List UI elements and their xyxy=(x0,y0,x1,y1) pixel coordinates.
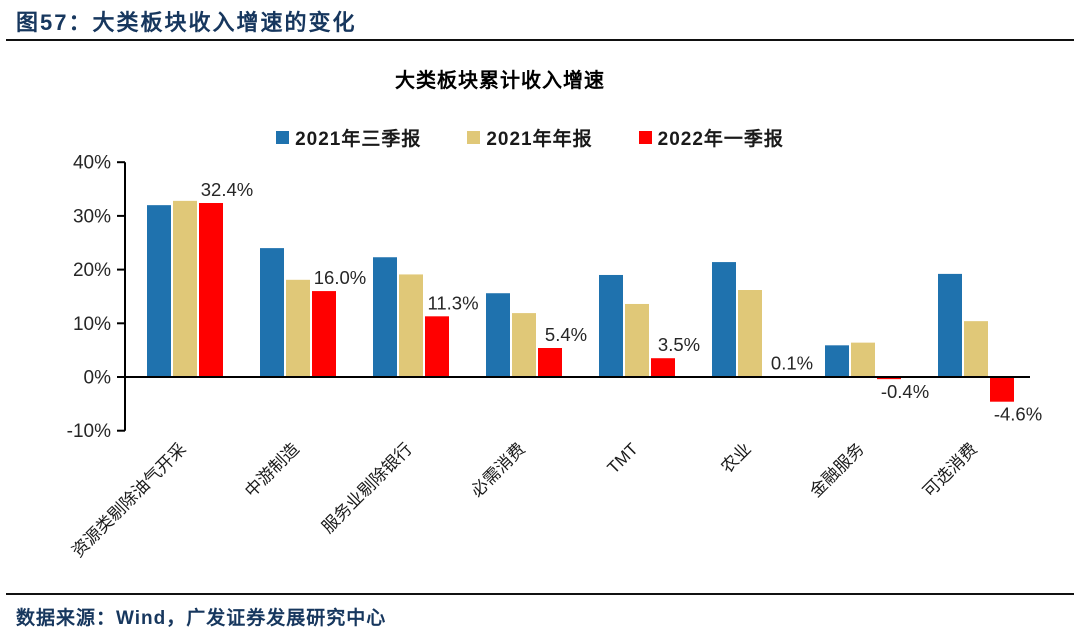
bar-red-3 xyxy=(538,348,562,377)
data-label-5: 0.1% xyxy=(771,352,813,373)
x-category-label-3: 必需消费 xyxy=(467,439,529,501)
bar-red-2 xyxy=(425,316,449,377)
legend-swatch-blue xyxy=(276,131,290,144)
bar-tan-5 xyxy=(738,290,762,377)
bar-red-1 xyxy=(312,291,336,377)
legend-swatch-red xyxy=(638,131,652,144)
x-category-label-6: 金融服务 xyxy=(806,439,868,501)
bar-blue-4 xyxy=(599,274,623,377)
x-category-label-0: 资源类剔除油气开采 xyxy=(68,439,190,561)
bar-blue-3 xyxy=(486,293,510,377)
header-divider xyxy=(6,39,1074,41)
data-label-4: 3.5% xyxy=(658,334,700,355)
data-label-0: 32.4% xyxy=(201,179,253,200)
data-label-2: 11.3% xyxy=(427,292,478,313)
data-label-7: -4.6% xyxy=(994,404,1042,425)
data-label-3: 5.4% xyxy=(545,324,587,345)
data-source-note: 数据来源：Wind，广发证券发展研究中心 xyxy=(16,608,387,629)
bar-blue-5 xyxy=(712,262,736,377)
chart-title: 大类板块累计收入增速 xyxy=(395,70,605,92)
y-tick-label: 10% xyxy=(73,314,111,335)
y-tick-label: 40% xyxy=(73,153,111,174)
legend-label: 2021年三季报 xyxy=(295,129,422,150)
legend-label: 2022年一季报 xyxy=(657,129,784,150)
footer-divider xyxy=(6,593,1074,595)
legend-item-2021annual: 2021年年报 xyxy=(467,124,592,151)
bar-red-4 xyxy=(651,358,675,377)
legend-item-2022q1: 2022年一季报 xyxy=(638,124,784,151)
bar-tan-6 xyxy=(851,342,875,377)
data-label-1: 16.0% xyxy=(314,267,366,288)
y-tick-label: 30% xyxy=(73,206,111,227)
bar-blue-6 xyxy=(825,345,849,377)
bar-tan-7 xyxy=(964,321,988,377)
bar-red-7 xyxy=(990,377,1014,402)
legend-item-2021q3: 2021年三季报 xyxy=(276,124,421,151)
x-category-label-4: TMT xyxy=(604,439,642,477)
bar-tan-0 xyxy=(173,200,197,377)
bar-tan-4 xyxy=(625,303,649,377)
y-tick-label: 20% xyxy=(73,260,111,281)
x-category-label-5: 农业 xyxy=(717,439,754,476)
bar-blue-2 xyxy=(373,257,397,377)
bar-blue-1 xyxy=(260,248,284,377)
bar-tan-1 xyxy=(286,279,310,377)
figure-header-title: 图57：大类板块收入增速的变化 xyxy=(16,10,357,35)
x-category-label-7: 可选消费 xyxy=(919,439,981,501)
x-category-label-2: 服务业剔除银行 xyxy=(318,439,416,537)
bar-chart-plot: 40% 30% 20% 10% 0% -10% 32.4% 16.0% 11.3% 5.4% 3.5… xyxy=(67,153,1043,561)
x-category-label-1: 中游制造 xyxy=(241,439,303,501)
y-tick-label: -10% xyxy=(67,421,111,442)
bar-red-0 xyxy=(199,203,223,377)
data-label-6: -0.4% xyxy=(881,381,929,402)
bar-blue-0 xyxy=(147,205,171,377)
bar-red-6 xyxy=(877,377,901,380)
legend-label: 2021年年报 xyxy=(486,129,593,150)
chart-legend: 2021年三季报 2021年年报 2022年一季报 xyxy=(0,124,1060,151)
bar-tan-2 xyxy=(399,274,423,377)
y-tick-label: 0% xyxy=(84,368,112,389)
bar-blue-7 xyxy=(938,273,962,377)
legend-swatch-tan xyxy=(467,131,481,144)
bar-tan-3 xyxy=(512,313,536,377)
